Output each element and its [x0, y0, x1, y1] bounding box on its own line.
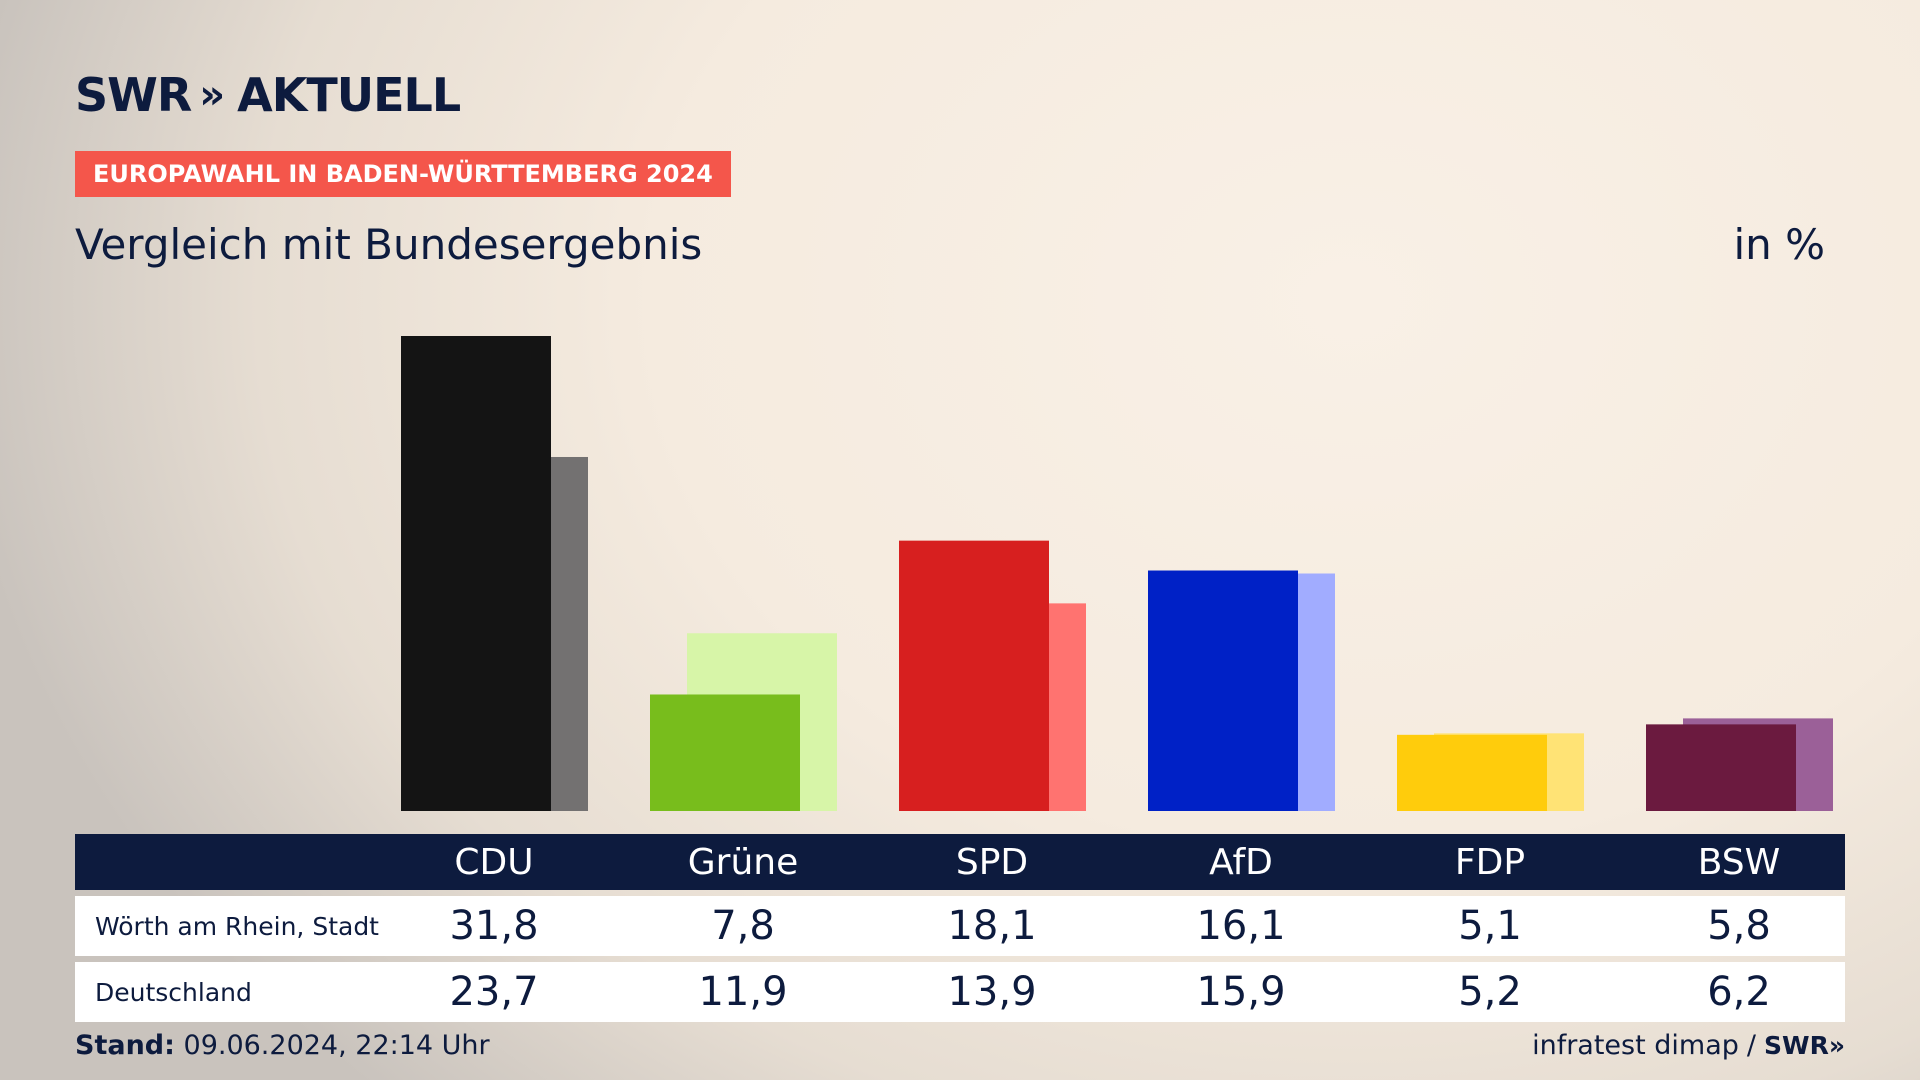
value-local-grune: 7,8	[711, 903, 775, 949]
source-credit: infratest dimap / SWR»	[1532, 1030, 1845, 1061]
swr-mini-logo: SWR»	[1764, 1031, 1845, 1060]
value-national-cdu: 23,7	[449, 969, 539, 1015]
value-local-spd: 18,1	[947, 903, 1037, 949]
column-header-cdu: CDU	[454, 841, 534, 883]
value-national-fdp: 5,2	[1458, 969, 1522, 1015]
table-row-national: Deutschland 23,7 11,9 13,9 15,9 5,2 6,2	[75, 962, 1845, 1022]
bar-local-spd	[899, 540, 1049, 811]
logo-aktuell: AKTUELL	[237, 68, 461, 122]
value-local-afd: 16,1	[1196, 903, 1286, 949]
bar-local-bsw	[1646, 724, 1796, 811]
row-label-local: Wörth am Rhein, Stadt	[95, 911, 379, 941]
swr-aktuell-logo: SWR » AKTUELL	[75, 68, 461, 122]
value-national-afd: 15,9	[1196, 969, 1286, 1015]
election-badge: EUROPAWAHL IN BADEN-WÜRTTEMBERG 2024	[75, 151, 731, 197]
timestamp: Stand: 09.06.2024, 22:14 Uhr	[75, 1030, 490, 1061]
bar-local-fdp	[1397, 734, 1547, 811]
table-header: CDU Grüne SPD AfD FDP BSW	[75, 834, 1845, 890]
bar-local-grune	[650, 694, 800, 811]
row-label-national: Deutschland	[95, 977, 252, 1007]
column-header-grune: Grüne	[687, 841, 799, 883]
value-local-cdu: 31,8	[449, 903, 539, 949]
value-national-spd: 13,9	[947, 969, 1037, 1015]
value-local-fdp: 5,1	[1458, 903, 1522, 949]
results-table: CDU Grüne SPD AfD FDP BSW Wörth am Rhein, Sta…	[75, 834, 1845, 1022]
column-header-spd: SPD	[955, 841, 1029, 883]
bar-chart	[401, 336, 1833, 811]
source-text: infratest dimap	[1532, 1030, 1739, 1061]
stand-label: Stand:	[75, 1030, 175, 1061]
column-header-fdp: FDP	[1454, 841, 1526, 883]
logo-swr: SWR	[75, 68, 192, 122]
table-row-local: Wörth am Rhein, Stadt 31,8 7,8 18,1 16,1 5,1…	[75, 896, 1845, 956]
value-national-grune: 11,9	[698, 969, 788, 1015]
stand-value: 09.06.2024, 22:14 Uhr	[183, 1030, 490, 1061]
column-header-afd: AfD	[1209, 841, 1273, 883]
bar-local-cdu	[401, 336, 551, 811]
bar-local-afd	[1148, 570, 1298, 811]
value-local-bsw: 5,8	[1707, 903, 1771, 949]
unit-label: in %	[1733, 220, 1825, 269]
column-header-bsw: BSW	[1697, 841, 1781, 883]
source-separator: /	[1746, 1030, 1757, 1061]
chart-title: Vergleich mit Bundesergebnis	[75, 220, 703, 269]
value-national-bsw: 6,2	[1707, 969, 1771, 1015]
